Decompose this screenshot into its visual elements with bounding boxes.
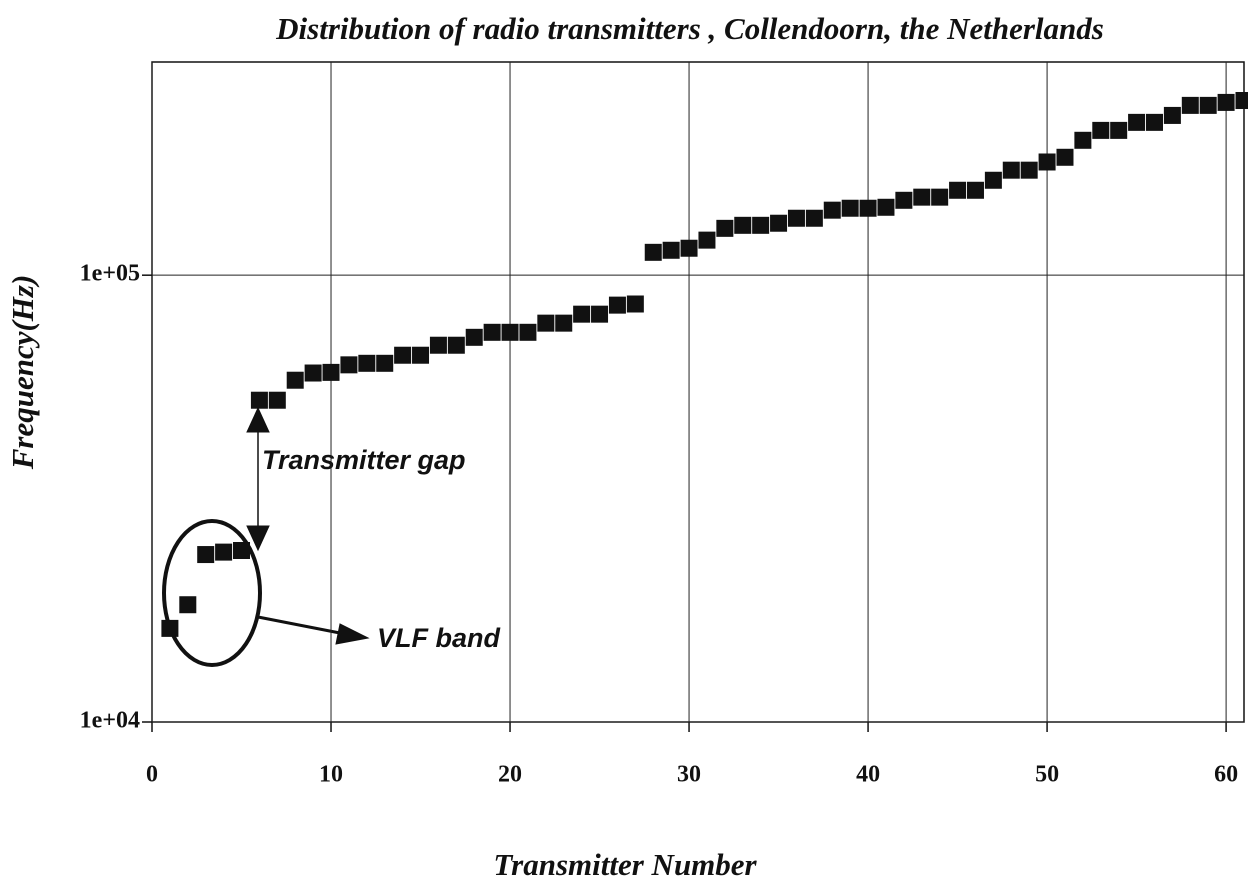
point xyxy=(841,199,859,217)
point xyxy=(1038,153,1056,171)
point xyxy=(197,546,215,564)
point xyxy=(537,314,555,332)
point xyxy=(1145,113,1163,131)
point xyxy=(895,191,913,209)
point xyxy=(1020,161,1038,179)
y-tick-label: 1e+04 xyxy=(80,708,140,734)
point xyxy=(949,181,967,199)
annotation: VLF band xyxy=(377,623,500,653)
point xyxy=(805,209,823,227)
point xyxy=(394,346,412,364)
point xyxy=(358,354,376,372)
point xyxy=(179,596,197,614)
point xyxy=(913,188,931,206)
annotation: Transmitter gap xyxy=(262,445,466,475)
point xyxy=(931,188,949,206)
point xyxy=(483,323,501,341)
point xyxy=(1163,106,1181,124)
arrowhead xyxy=(335,623,370,645)
arrowhead xyxy=(246,525,270,552)
x-tick-label: 50 xyxy=(1035,762,1059,788)
point xyxy=(1056,148,1074,166)
point xyxy=(322,363,340,381)
y-axis-label: Frequency(Hz) xyxy=(5,275,40,471)
point xyxy=(680,239,698,257)
x-tick-label: 60 xyxy=(1214,762,1238,788)
point xyxy=(519,323,537,341)
point xyxy=(268,391,286,409)
point xyxy=(698,231,716,249)
point xyxy=(501,323,519,341)
point xyxy=(662,241,680,259)
point xyxy=(1217,93,1235,111)
point xyxy=(1110,121,1128,139)
point xyxy=(752,216,770,234)
point xyxy=(376,354,394,372)
point xyxy=(644,243,662,261)
point xyxy=(304,364,322,382)
point xyxy=(412,346,430,364)
plot-frame xyxy=(151,61,1245,723)
point xyxy=(608,296,626,314)
point xyxy=(286,371,304,389)
vlf-ellipse xyxy=(162,519,262,667)
point xyxy=(215,543,233,561)
point xyxy=(1235,92,1248,110)
point xyxy=(447,336,465,354)
x-tick-label: 40 xyxy=(856,762,880,788)
x-tick-label: 0 xyxy=(146,762,158,788)
point xyxy=(340,356,358,374)
arrowhead xyxy=(246,406,270,433)
point xyxy=(250,391,268,409)
point xyxy=(573,305,591,323)
point xyxy=(734,216,752,234)
x-tick-label: 20 xyxy=(498,762,522,788)
point xyxy=(1002,161,1020,179)
point xyxy=(877,198,895,216)
point xyxy=(1199,96,1217,114)
point xyxy=(859,199,877,217)
point xyxy=(984,171,1002,189)
chart-title: Distribution of radio transmitters , Col… xyxy=(275,11,1104,46)
point xyxy=(429,336,447,354)
point xyxy=(161,619,179,637)
point xyxy=(787,209,805,227)
point xyxy=(233,542,251,560)
point xyxy=(1128,113,1146,131)
point xyxy=(591,305,609,323)
x-axis-label: Transmitter Number xyxy=(493,847,757,882)
point xyxy=(823,201,841,219)
annotation-shapes xyxy=(162,406,370,667)
point xyxy=(465,328,483,346)
point xyxy=(966,181,984,199)
point xyxy=(1181,96,1199,114)
point xyxy=(770,214,788,232)
vlf-arrow xyxy=(257,615,346,636)
point xyxy=(716,219,734,237)
point xyxy=(1074,131,1092,149)
x-tick-label: 30 xyxy=(677,762,701,788)
point xyxy=(1092,121,1110,139)
y-tick-label: 1e+05 xyxy=(80,261,140,287)
x-tick-label: 10 xyxy=(319,762,343,788)
point xyxy=(626,295,644,313)
point xyxy=(555,314,573,332)
